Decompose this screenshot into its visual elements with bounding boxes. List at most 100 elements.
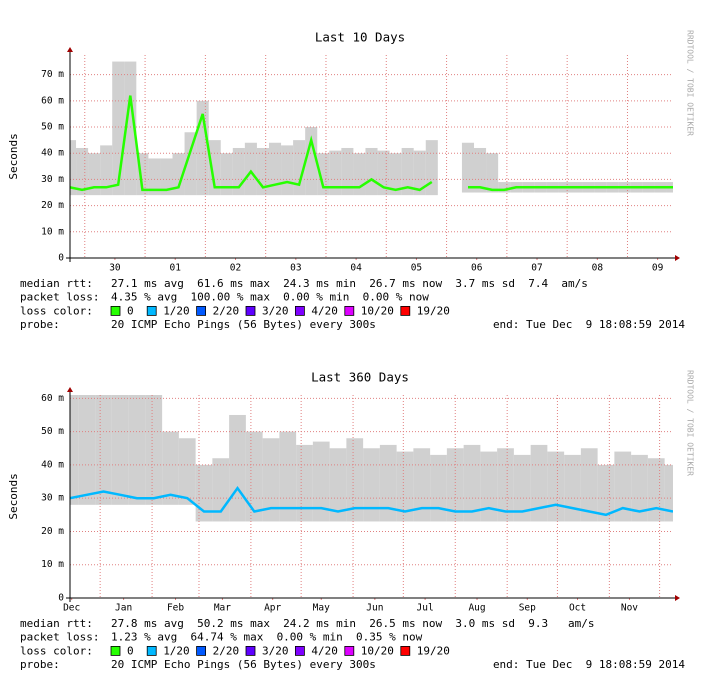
smoke-band: [148, 158, 161, 196]
legend-swatch: [110, 305, 121, 316]
chart: Last 360 Days Seconds RRDTOOL / TOBI OETIK…: [7, 370, 695, 672]
smoke-band: [614, 451, 632, 522]
smoke-band: [379, 444, 397, 522]
smoke-band: [461, 142, 475, 193]
x-tick-label: Feb: [167, 603, 184, 614]
stat-label: packet loss:: [20, 291, 99, 304]
x-tick-label: Jan: [115, 603, 132, 614]
axis-arrow: [67, 47, 73, 52]
y-tick-label: 20 m: [41, 200, 64, 211]
legend-label: 4/20: [311, 304, 338, 317]
legend-label: 4/20: [311, 644, 338, 657]
smoke-band: [530, 444, 548, 522]
legend-label: 3/20: [262, 644, 289, 657]
x-tick-label: Dec: [63, 603, 80, 614]
legend-swatch: [196, 646, 207, 656]
legend-swatch: [294, 305, 305, 316]
smoke-band: [430, 454, 447, 522]
legend-swatch: [400, 646, 411, 656]
smoke-band: [112, 61, 125, 196]
smoke-band: [353, 153, 366, 196]
smoke-band: [88, 153, 101, 196]
y-tick-label: 60 m: [41, 95, 64, 106]
probe-text: 20 ICMP Echo Pings (56 Bytes) every 300s: [111, 318, 376, 331]
smoke-band: [580, 448, 598, 522]
stat-label: packet loss:: [20, 631, 99, 644]
y-tick-label: 50 m: [41, 426, 64, 437]
axis-arrow: [67, 387, 73, 392]
legend-swatch: [245, 646, 256, 656]
smoke-band: [178, 438, 196, 505]
y-tick-label: 10 m: [41, 226, 64, 237]
smoke-band: [564, 454, 581, 522]
smoke-band: [162, 431, 179, 505]
smoke-band: [95, 395, 112, 505]
x-tick-label: Sep: [519, 603, 536, 614]
smoke-band: [389, 153, 402, 196]
smoke-band: [76, 147, 89, 196]
smoke-band: [363, 448, 380, 522]
smoke-band: [145, 395, 163, 505]
watermark: RRDTOOL / TOBI OETIKER: [686, 30, 695, 136]
end-time: end: Tue Dec 9 18:08:59 2014: [493, 658, 685, 671]
smoke-band: [100, 145, 113, 196]
smoke-band: [70, 395, 79, 505]
legend-label: 1/20: [163, 304, 190, 317]
smoke-band: [664, 464, 673, 522]
smoke-band: [245, 431, 263, 522]
smoke-band: [486, 153, 499, 193]
smoke-band: [631, 454, 648, 522]
smoke-band: [244, 142, 257, 196]
axis-arrow: [675, 255, 680, 261]
x-tick-label: 06: [471, 263, 483, 274]
smoke-band: [480, 451, 498, 522]
smoke-band: [208, 140, 221, 196]
watermark: RRDTOOL / TOBI OETIKER: [686, 370, 695, 476]
stat-text: 4.35 % avg 100.00 % max 0.00 % min 0.00 …: [111, 291, 429, 304]
smoke-band: [401, 147, 414, 196]
legend-swatch: [294, 646, 305, 656]
legend-label: 1/20: [163, 644, 190, 657]
y-tick-label: 0: [58, 593, 64, 604]
smoke-band: [547, 451, 565, 522]
probe-label: probe:: [20, 318, 60, 331]
y-axis-label: Seconds: [7, 133, 20, 179]
smoke-band: [305, 127, 318, 196]
y-tick-label: 60 m: [41, 393, 64, 404]
loss-color-label: loss color:: [20, 644, 93, 657]
chart: Last 10 Days Seconds RRDTOOL / TOBI OETIKE…: [7, 30, 695, 332]
legend-label: 10/20: [361, 304, 394, 317]
legend-swatch: [196, 305, 207, 316]
stat-text: 1.23 % avg 64.74 % max 0.00 % min 0.35 %…: [111, 631, 423, 644]
y-axis-label: Seconds: [7, 473, 20, 519]
smoke-band: [346, 438, 364, 522]
smoke-band: [128, 395, 146, 505]
y-tick-label: 40 m: [41, 148, 64, 159]
smoke-band: [111, 395, 129, 505]
y-tick-label: 40 m: [41, 459, 64, 470]
x-tick-label: 08: [592, 263, 604, 274]
median-line: [70, 486, 673, 517]
smoke-band: [70, 140, 77, 196]
y-tick-label: 50 m: [41, 122, 64, 133]
smoke-band: [312, 441, 330, 522]
smoke-band: [281, 145, 294, 196]
smoke-band: [296, 444, 313, 522]
legend-swatch: [400, 305, 411, 316]
smoke-band: [365, 147, 378, 196]
x-tick-label: Jul: [417, 603, 434, 614]
smoke-band: [513, 454, 531, 522]
legend-label: 10/20: [361, 644, 394, 657]
probe-label: probe:: [20, 658, 60, 671]
x-tick-label: Aug: [468, 603, 485, 614]
x-tick-label: 04: [350, 263, 362, 274]
y-tick-label: 20 m: [41, 526, 64, 537]
median-line: [70, 95, 673, 192]
y-tick-label: 30 m: [41, 174, 64, 185]
legend-label: 0: [127, 644, 134, 657]
smoke-band: [413, 150, 426, 196]
x-tick-label: 03: [290, 263, 301, 274]
x-tick-label: May: [313, 603, 330, 614]
stat-text: 27.1 ms avg 61.6 ms max 24.3 ms min 26.7…: [111, 277, 588, 290]
